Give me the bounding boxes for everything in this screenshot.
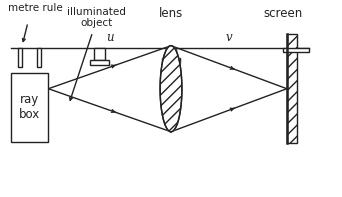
Polygon shape — [160, 46, 182, 132]
Text: metre rule: metre rule — [8, 3, 62, 13]
Bar — [162, 58, 180, 63]
Text: u: u — [106, 31, 114, 44]
Text: illuminated
object: illuminated object — [67, 7, 126, 28]
Bar — [11, 73, 48, 141]
Polygon shape — [160, 46, 182, 132]
Text: lens: lens — [159, 7, 183, 20]
Bar — [94, 48, 105, 60]
Bar — [90, 60, 109, 65]
Text: v: v — [226, 31, 232, 44]
Bar — [37, 48, 41, 67]
Text: screen: screen — [264, 7, 303, 20]
Bar — [18, 48, 22, 67]
Bar — [284, 48, 309, 52]
Bar — [166, 48, 176, 58]
Bar — [287, 34, 297, 143]
Text: ray
box: ray box — [19, 93, 40, 121]
